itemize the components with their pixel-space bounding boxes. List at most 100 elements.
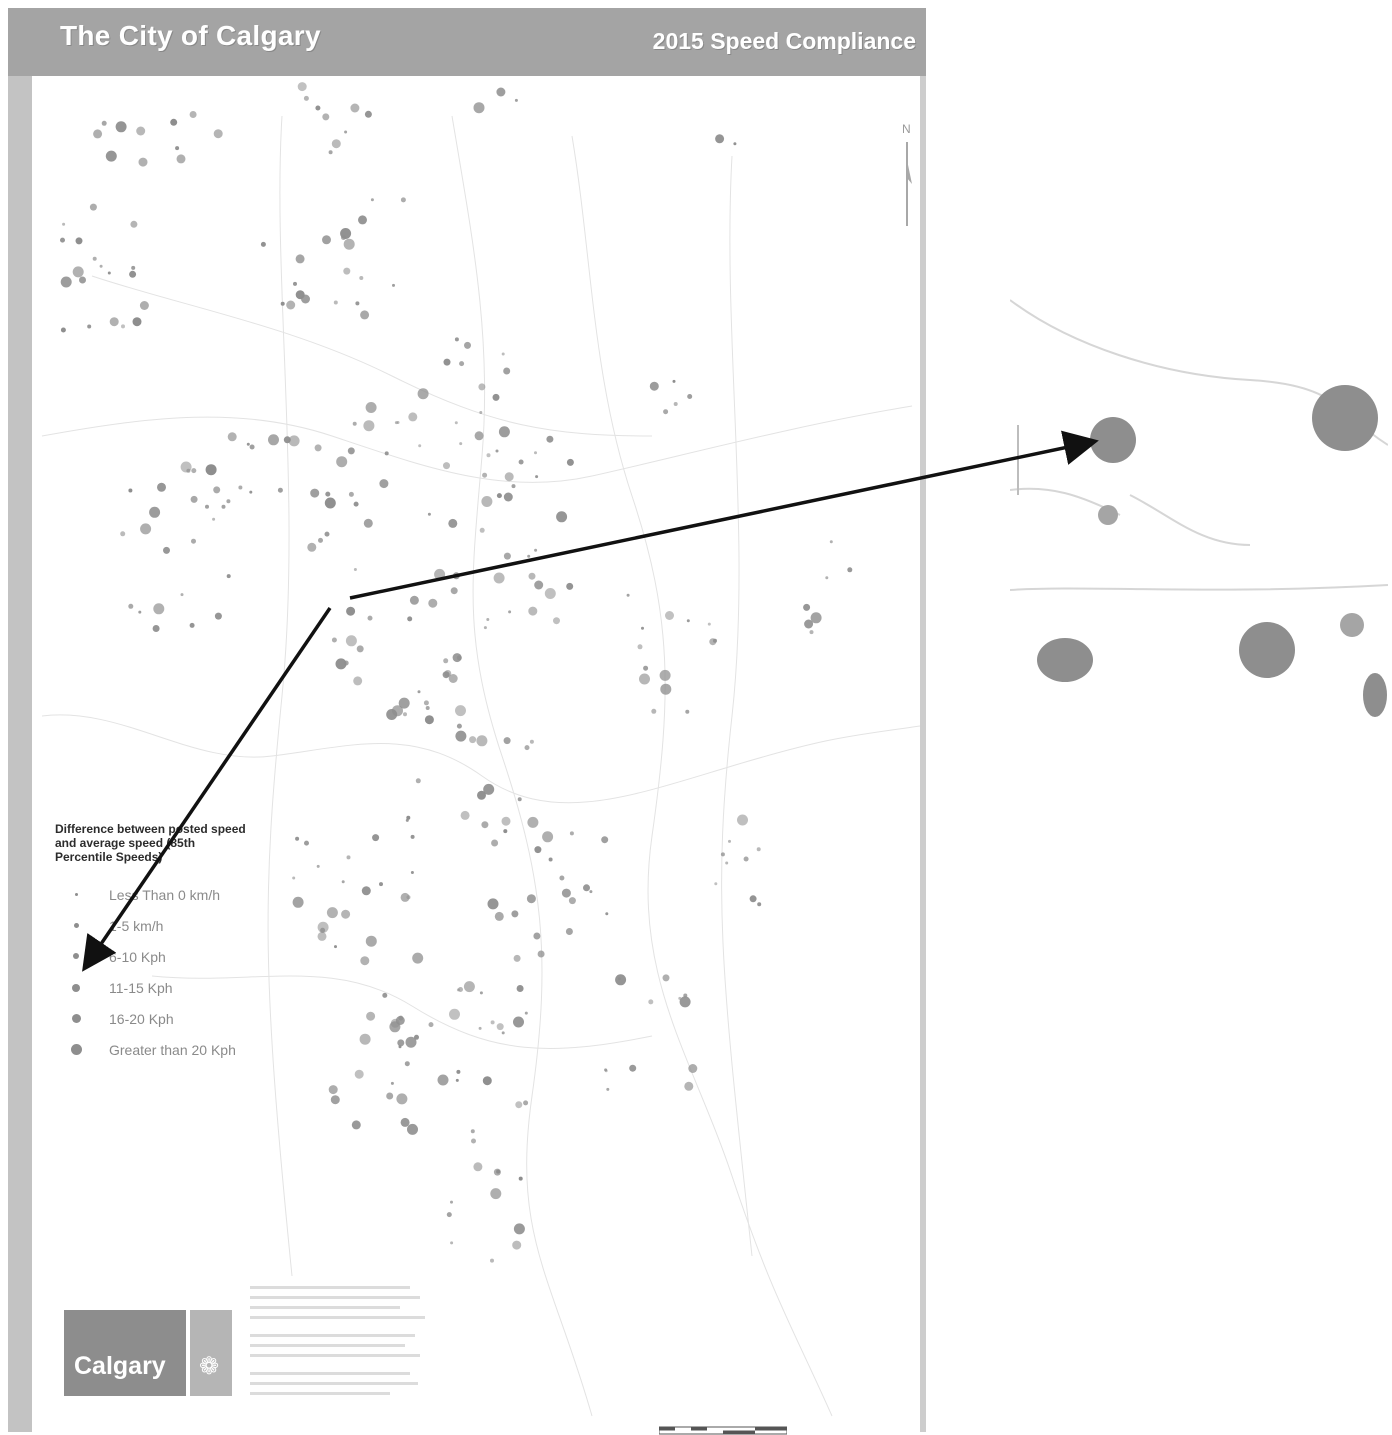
speed-marker xyxy=(358,215,367,225)
speed-marker xyxy=(442,671,450,679)
speed-marker xyxy=(410,871,414,874)
speed-marker xyxy=(288,435,300,447)
speed-marker xyxy=(415,778,421,784)
speed-marker xyxy=(314,444,322,452)
speed-marker xyxy=(524,745,530,751)
speed-marker xyxy=(450,1200,453,1204)
speed-marker xyxy=(626,593,630,597)
speed-marker xyxy=(504,472,514,482)
speed-marker xyxy=(493,572,505,584)
speed-marker xyxy=(394,421,398,425)
legend-symbol-icon xyxy=(72,984,80,992)
speed-marker xyxy=(405,1036,417,1048)
speed-marker xyxy=(400,1117,410,1127)
speed-marker xyxy=(450,587,458,595)
speed-marker xyxy=(503,737,511,745)
speed-marker xyxy=(138,157,148,167)
speed-marker xyxy=(428,598,438,608)
speed-marker xyxy=(707,622,711,626)
speed-marker xyxy=(79,276,86,284)
speed-marker xyxy=(304,840,309,846)
speed-marker xyxy=(568,897,576,905)
speed-marker xyxy=(189,622,195,628)
speed-marker xyxy=(523,1100,529,1106)
legend-label: 1-5 km/h xyxy=(109,918,164,934)
speed-marker xyxy=(226,499,231,504)
speed-marker xyxy=(495,449,499,453)
speed-marker xyxy=(479,527,485,533)
speed-marker xyxy=(749,895,757,903)
speed-marker xyxy=(105,150,117,162)
speed-marker xyxy=(139,301,149,310)
speed-marker xyxy=(437,1074,449,1086)
speed-marker xyxy=(152,625,160,632)
logo-text: Calgary xyxy=(74,1352,166,1380)
speed-marker xyxy=(418,444,422,448)
speed-marker xyxy=(157,482,166,492)
speed-marker xyxy=(537,950,545,958)
legend-item: 1-5 km/h xyxy=(55,911,295,942)
speed-marker xyxy=(370,198,374,202)
legend-item: 6-10 Kph xyxy=(55,942,295,973)
speed-marker xyxy=(372,834,380,842)
speed-marker xyxy=(637,644,643,650)
inset-marker xyxy=(1312,385,1378,451)
logo-crest-block: ❁ xyxy=(190,1310,232,1396)
speed-marker xyxy=(205,464,217,476)
speed-marker xyxy=(392,705,403,717)
speed-marker xyxy=(341,880,345,884)
speed-marker xyxy=(92,256,97,261)
speed-marker xyxy=(344,130,348,134)
legend-symbol-icon xyxy=(71,1044,82,1055)
speed-marker xyxy=(328,1085,338,1095)
map-poster: The City of Calgary 2015 Speed Complianc… xyxy=(8,8,926,1435)
legend-label: Greater than 20 Kph xyxy=(109,1042,236,1058)
speed-marker xyxy=(534,580,544,590)
speed-marker xyxy=(515,1101,523,1109)
speed-marker xyxy=(454,421,458,425)
speed-marker xyxy=(486,618,490,621)
speed-marker xyxy=(517,797,522,802)
speed-marker xyxy=(503,829,508,834)
speed-marker xyxy=(427,512,431,516)
speed-marker xyxy=(328,150,333,155)
speed-marker xyxy=(249,444,255,450)
speed-marker xyxy=(527,816,539,828)
speed-marker xyxy=(93,129,103,139)
speed-marker xyxy=(315,105,321,111)
speed-marker xyxy=(367,615,373,621)
speed-marker xyxy=(400,892,410,902)
speed-marker xyxy=(334,945,337,949)
speed-marker xyxy=(615,974,627,986)
speed-marker xyxy=(343,267,351,275)
speed-marker xyxy=(341,909,351,919)
speed-marker xyxy=(359,1033,371,1045)
speed-marker xyxy=(363,518,373,528)
speed-marker xyxy=(679,996,691,1008)
speed-marker xyxy=(511,910,519,918)
speed-marker xyxy=(136,126,146,136)
speed-marker xyxy=(330,1095,340,1105)
speed-marker xyxy=(360,310,370,320)
speed-marker xyxy=(720,852,725,857)
speed-marker xyxy=(665,611,674,620)
speed-marker xyxy=(529,739,534,744)
speed-marker xyxy=(277,487,283,493)
speed-marker xyxy=(492,393,500,401)
legend-label: 16-20 Kph xyxy=(109,1011,174,1027)
speed-marker xyxy=(629,1064,637,1072)
speed-marker xyxy=(396,1093,408,1105)
inset-marker xyxy=(1098,505,1118,525)
speed-marker xyxy=(456,723,462,729)
speed-marker xyxy=(508,610,512,614)
speed-marker xyxy=(474,431,484,441)
speed-marker xyxy=(684,1081,694,1091)
speed-marker xyxy=(471,1138,476,1144)
speed-marker xyxy=(481,821,489,829)
speed-marker xyxy=(340,228,352,239)
speed-marker xyxy=(268,434,279,446)
speed-marker xyxy=(310,488,320,498)
speed-marker xyxy=(490,1258,494,1263)
speed-marker xyxy=(544,588,556,599)
speed-marker xyxy=(392,283,395,287)
